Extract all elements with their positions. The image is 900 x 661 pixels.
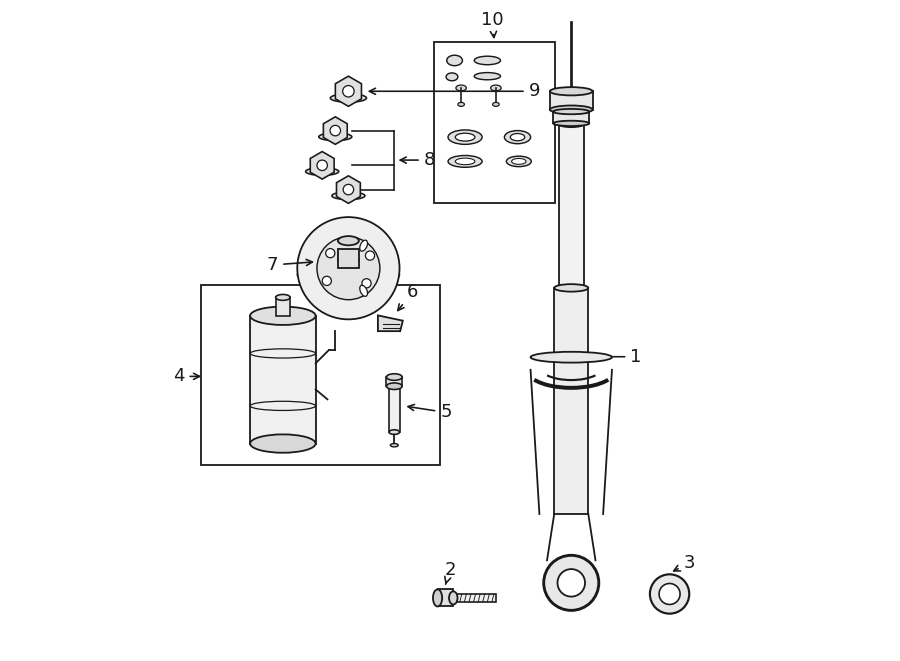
Circle shape (557, 569, 585, 597)
Bar (454, 594, 496, 602)
Bar (554, 288, 589, 514)
Ellipse shape (474, 73, 500, 80)
Ellipse shape (448, 130, 482, 144)
Bar (201, 285, 440, 465)
Ellipse shape (306, 168, 338, 175)
Bar (389, 385, 400, 432)
Ellipse shape (455, 158, 475, 165)
Ellipse shape (449, 592, 457, 604)
Ellipse shape (458, 102, 464, 106)
Ellipse shape (554, 109, 590, 114)
Circle shape (365, 251, 374, 260)
Ellipse shape (455, 134, 475, 141)
Bar (250, 316, 316, 444)
Ellipse shape (550, 106, 592, 114)
Circle shape (330, 126, 340, 136)
Text: 8: 8 (400, 151, 436, 169)
Ellipse shape (433, 590, 442, 606)
Circle shape (317, 160, 328, 171)
Circle shape (297, 217, 400, 319)
Bar (554, 112, 590, 124)
Ellipse shape (448, 155, 482, 167)
Ellipse shape (330, 94, 366, 102)
Ellipse shape (338, 256, 359, 265)
Bar (338, 249, 359, 268)
Ellipse shape (507, 156, 531, 167)
Bar (275, 297, 290, 316)
Ellipse shape (338, 236, 359, 245)
Ellipse shape (554, 121, 590, 126)
Circle shape (317, 237, 380, 299)
Ellipse shape (389, 430, 400, 434)
Ellipse shape (511, 159, 526, 165)
Circle shape (343, 85, 354, 97)
Ellipse shape (297, 265, 400, 285)
Ellipse shape (456, 85, 466, 91)
Ellipse shape (391, 444, 398, 447)
Ellipse shape (332, 192, 365, 200)
Ellipse shape (386, 373, 402, 380)
Text: 4: 4 (173, 368, 200, 385)
Ellipse shape (491, 85, 501, 91)
Text: 10: 10 (482, 11, 504, 38)
Bar (386, 377, 402, 386)
Circle shape (659, 584, 680, 604)
Ellipse shape (446, 73, 458, 81)
Ellipse shape (275, 294, 290, 300)
Circle shape (650, 574, 689, 613)
Ellipse shape (386, 383, 402, 389)
Bar (550, 91, 592, 110)
Ellipse shape (250, 307, 316, 325)
Circle shape (544, 555, 599, 610)
Polygon shape (337, 176, 360, 204)
Circle shape (343, 184, 354, 195)
Ellipse shape (360, 240, 367, 251)
Circle shape (326, 249, 335, 258)
Text: 1: 1 (596, 348, 642, 366)
Ellipse shape (250, 434, 316, 453)
Ellipse shape (446, 56, 463, 65)
Ellipse shape (504, 131, 531, 143)
Text: 6: 6 (398, 283, 418, 311)
Bar (434, 42, 555, 203)
Text: 7: 7 (266, 256, 312, 274)
Text: 5: 5 (408, 403, 452, 422)
Text: 9: 9 (369, 82, 540, 100)
Text: 3: 3 (674, 554, 695, 572)
Ellipse shape (510, 134, 525, 141)
Ellipse shape (360, 286, 367, 296)
Ellipse shape (550, 87, 592, 95)
Bar (437, 590, 454, 606)
Polygon shape (310, 151, 334, 179)
Ellipse shape (559, 121, 584, 127)
Ellipse shape (474, 56, 500, 65)
Polygon shape (336, 76, 362, 106)
Ellipse shape (492, 102, 500, 106)
Circle shape (362, 279, 371, 288)
Ellipse shape (531, 352, 612, 363)
Bar (559, 124, 584, 288)
Circle shape (322, 276, 331, 286)
Polygon shape (323, 117, 347, 144)
Polygon shape (378, 315, 403, 331)
Ellipse shape (319, 133, 352, 141)
Text: 2: 2 (445, 561, 455, 584)
Ellipse shape (554, 284, 589, 292)
